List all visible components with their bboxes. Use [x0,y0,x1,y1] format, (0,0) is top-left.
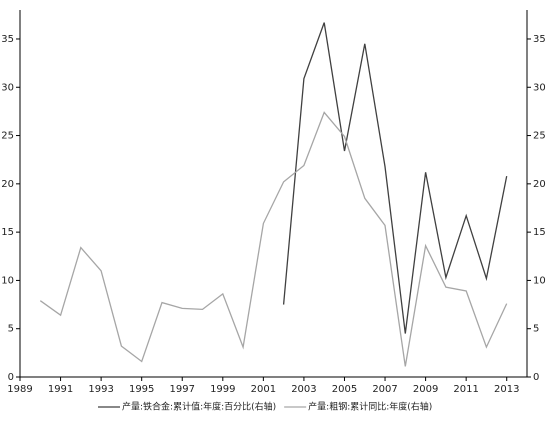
y2-tick-label: 35 [533,34,546,45]
y2-tick-label: 10 [533,275,546,286]
y2-tick-label: 0 [533,372,539,383]
x-tick-label: 2007 [372,384,397,395]
y2-tick-label: 25 [533,131,546,142]
x-tick-label: 1997 [170,384,195,395]
y-tick-label: 10 [1,275,14,286]
x-tick-label: 2013 [494,384,519,395]
x-tick-label: 2003 [291,384,316,395]
y2-tick-label: 20 [533,179,546,190]
x-tick-label: 1995 [129,384,154,395]
y2-tick-label: 15 [533,227,546,238]
x-tick-label: 2009 [413,384,438,395]
x-tick-label: 1999 [210,384,235,395]
x-tick-label: 2011 [453,384,478,395]
y2-tick-label: 30 [533,82,546,93]
y-tick-label: 25 [1,131,14,142]
legend-label: 产量:铁合金:累计值:年度:百分比(右轴) [122,401,276,413]
x-tick-label: 1989 [7,384,32,395]
y-tick-label: 20 [1,179,14,190]
x-tick-label: 2001 [251,384,276,395]
y-tick-label: 15 [1,227,14,238]
legend-label: 产量:粗钢:累计同比:年度(右轴) [308,401,432,413]
y-tick-label: 5 [8,324,14,335]
y-tick-label: 30 [1,82,14,93]
y-tick-label: 35 [1,34,14,45]
y2-tick-label: 5 [533,324,539,335]
series-line [282,22,508,334]
y-tick-label: 0 [8,372,14,383]
x-tick-label: 1993 [88,384,113,395]
x-tick-label: 2005 [332,384,357,395]
x-tick-label: 1991 [48,384,73,395]
series-line [39,111,508,367]
